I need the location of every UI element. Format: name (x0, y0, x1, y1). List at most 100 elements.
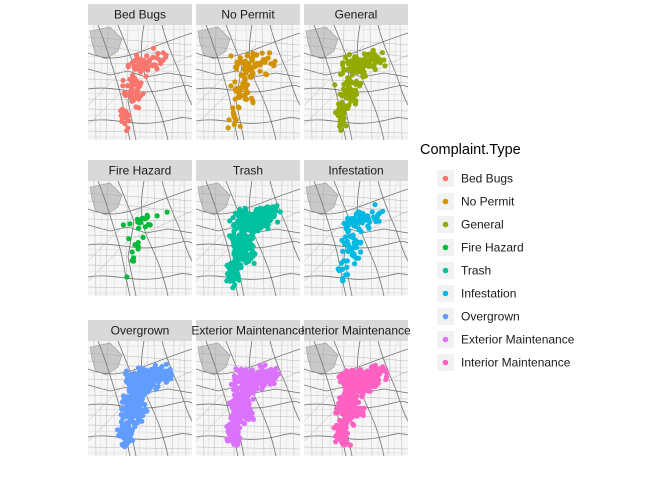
data-point (230, 285, 236, 291)
data-point (371, 369, 378, 375)
facet-panel: Fire Hazard (88, 160, 192, 296)
data-point (127, 419, 133, 425)
data-point (379, 50, 385, 56)
data-point (354, 65, 360, 71)
data-point (264, 215, 270, 221)
data-point (261, 376, 267, 382)
data-point (337, 399, 343, 405)
data-point (355, 209, 361, 215)
map-panel (88, 25, 192, 140)
data-point (272, 58, 278, 64)
data-point (133, 52, 140, 58)
data-point (339, 237, 345, 243)
data-point (246, 245, 252, 251)
legend-title: Complaint.Type (420, 142, 521, 158)
data-point (228, 83, 234, 89)
map-panel (304, 181, 408, 296)
data-point (124, 83, 130, 89)
data-point (252, 219, 258, 225)
data-point (339, 432, 345, 438)
data-point (236, 105, 242, 111)
data-point (229, 404, 235, 410)
data-point (236, 368, 242, 374)
facet-strip (304, 4, 408, 25)
data-point (120, 222, 126, 228)
data-point (130, 72, 136, 78)
data-point (338, 127, 344, 133)
data-point (235, 272, 241, 278)
data-point (383, 376, 389, 383)
data-point (126, 236, 132, 242)
data-point (230, 398, 236, 404)
data-point (143, 73, 149, 79)
data-point (238, 253, 244, 259)
data-point (126, 428, 132, 434)
data-point (343, 54, 349, 60)
data-point (263, 219, 269, 225)
data-point (260, 372, 266, 378)
data-point (155, 384, 161, 390)
data-point (250, 54, 256, 60)
data-point (127, 76, 133, 82)
data-point (136, 93, 142, 99)
data-point (232, 96, 238, 102)
facet-strip-label: Fire Hazard (109, 164, 172, 178)
legend-label: Fire Hazard (461, 241, 524, 255)
data-point (344, 79, 350, 85)
data-point (245, 253, 251, 259)
data-point (243, 85, 249, 91)
data-point (366, 225, 372, 231)
data-point (349, 380, 355, 386)
data-point (137, 220, 143, 226)
data-point (231, 408, 237, 414)
data-point (129, 258, 135, 264)
data-point (234, 211, 240, 217)
legend-key-point (442, 290, 449, 297)
facet-strip (304, 320, 408, 341)
data-point (366, 51, 372, 57)
legend-label: Interior Maintenance (461, 356, 571, 370)
data-point (134, 87, 140, 93)
data-point (342, 371, 348, 377)
data-point (338, 436, 344, 442)
data-point (265, 226, 271, 232)
legend-label: Infestation (461, 287, 516, 301)
data-point (345, 229, 351, 235)
data-point (134, 83, 141, 89)
data-point (270, 209, 276, 215)
data-point (352, 372, 359, 378)
data-point (370, 63, 376, 70)
data-point (346, 404, 352, 410)
data-point (343, 123, 349, 129)
data-point (333, 433, 339, 439)
data-point (129, 249, 135, 255)
data-point (155, 50, 161, 57)
data-point (232, 79, 238, 85)
legend-key-point (442, 359, 449, 366)
data-point (253, 379, 259, 385)
data-point (337, 417, 343, 424)
data-point (125, 113, 131, 119)
data-point (375, 212, 381, 218)
facet-panel: General (304, 4, 408, 140)
data-point (144, 408, 150, 414)
facet-strip-label: Interior Maintenance (301, 324, 411, 338)
data-point (124, 371, 130, 377)
data-point (245, 52, 251, 58)
data-point (124, 274, 130, 280)
data-point (341, 115, 347, 121)
data-point (245, 402, 251, 408)
facet-strip-label: No Permit (221, 8, 275, 22)
data-point (241, 421, 247, 427)
data-point (226, 117, 232, 123)
data-point (380, 208, 386, 214)
data-point (246, 211, 252, 217)
data-point (243, 385, 249, 392)
data-point (144, 60, 150, 66)
data-point (247, 217, 254, 223)
data-point (344, 441, 350, 447)
data-point (343, 67, 349, 73)
data-point (345, 91, 351, 97)
data-point (135, 240, 141, 246)
